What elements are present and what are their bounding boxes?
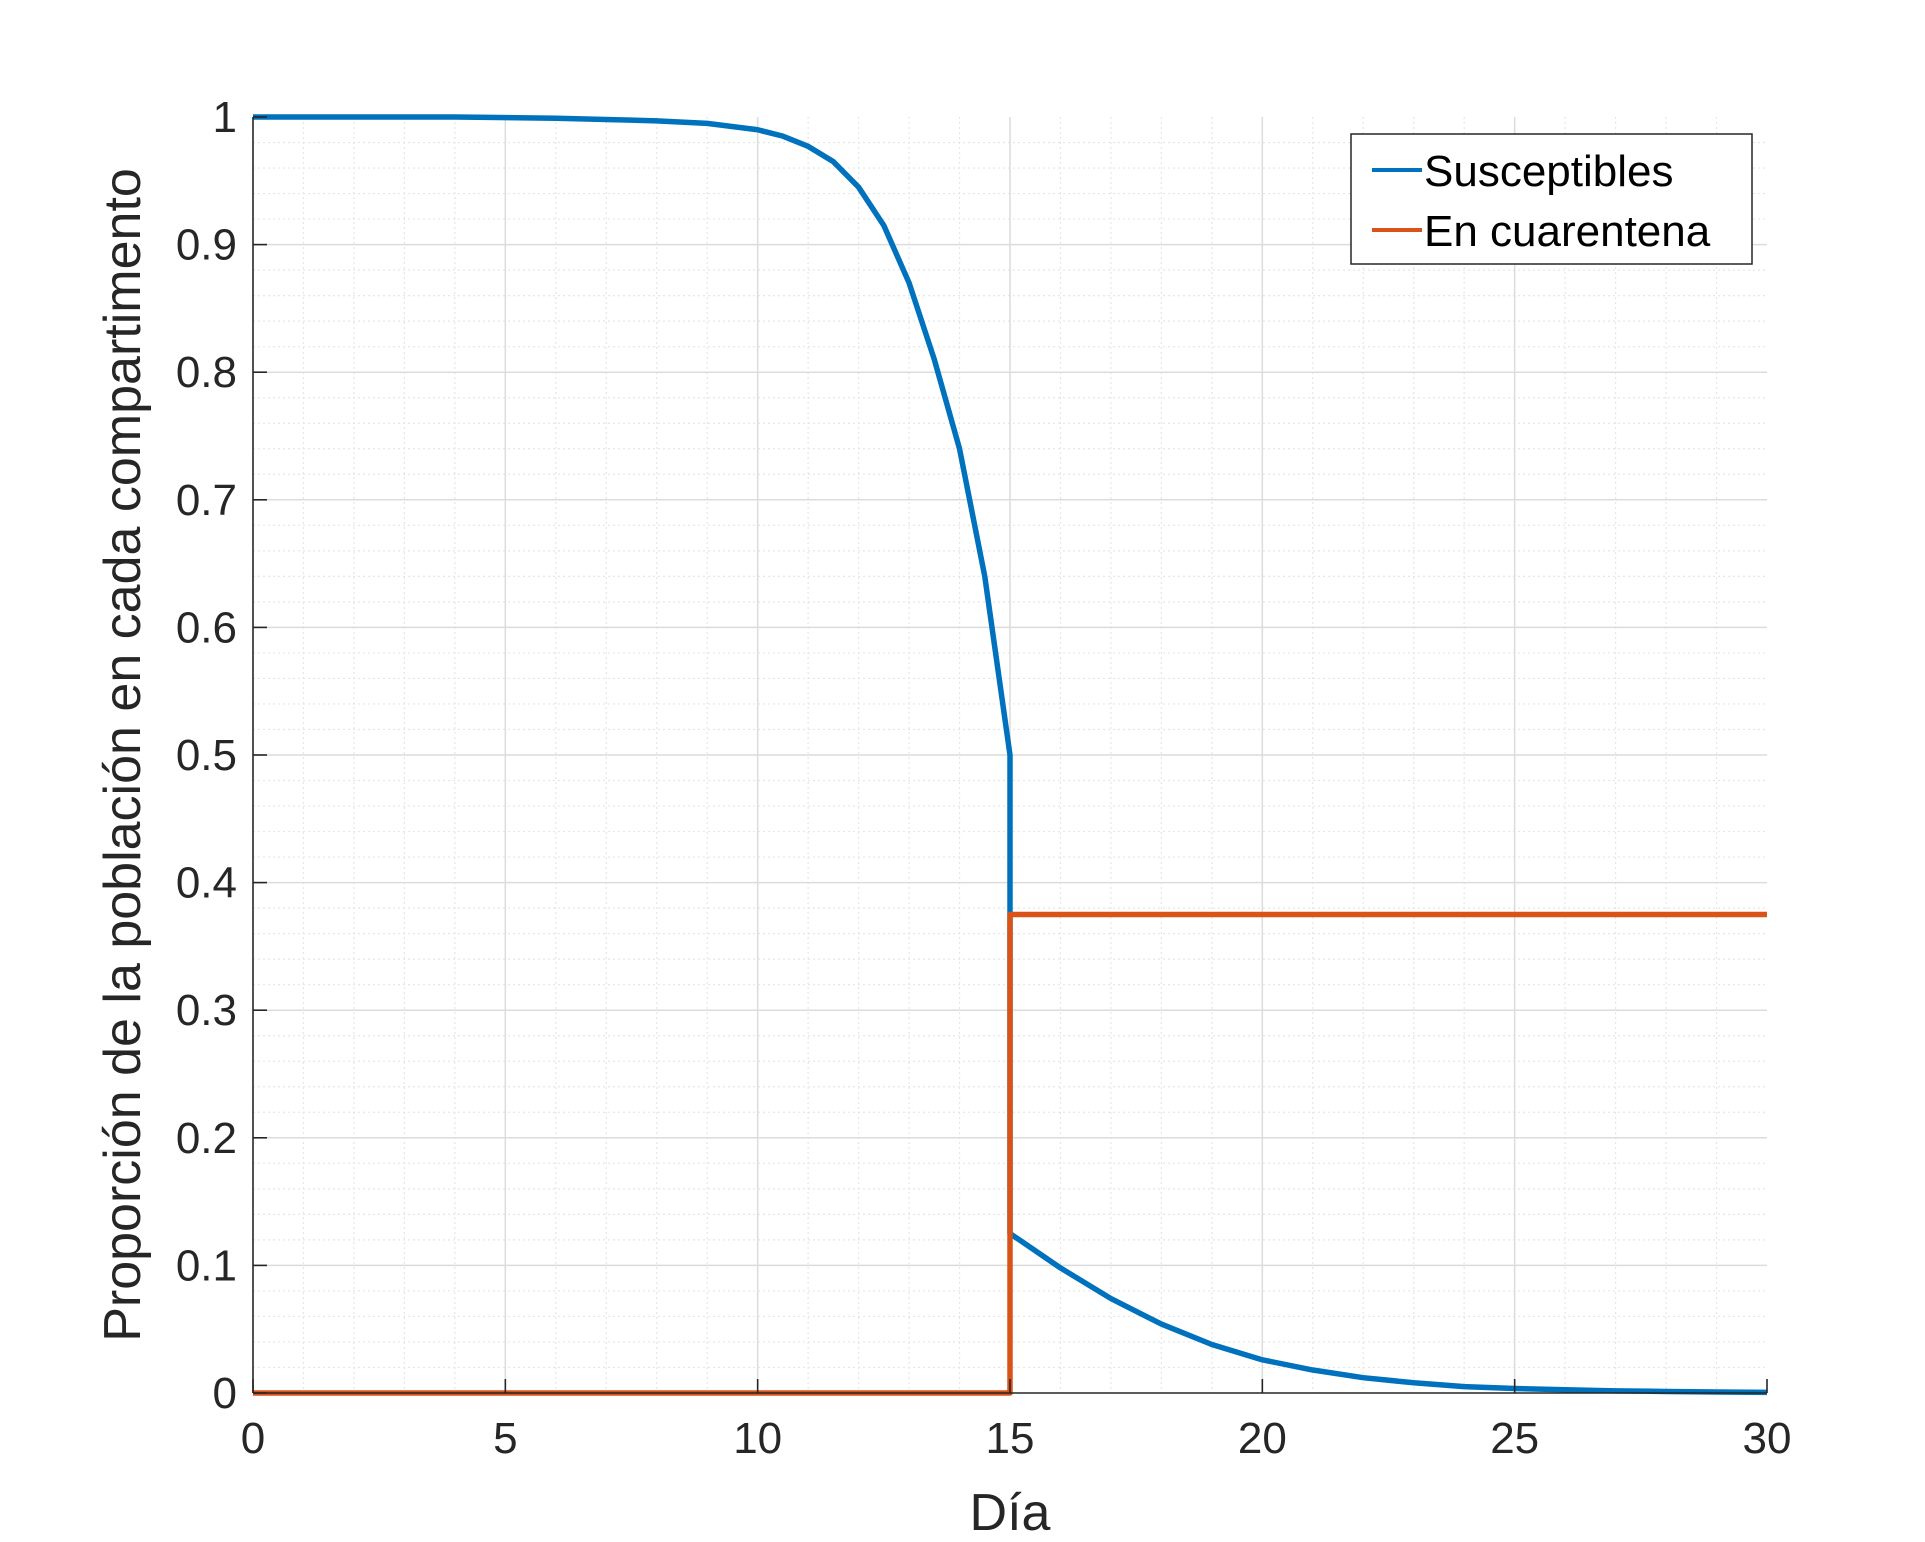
x-tick-label: 5: [493, 1414, 517, 1463]
legend-label-susceptibles: Susceptibles: [1424, 147, 1673, 196]
legend-label-en-cuarentena: En cuarentena: [1424, 207, 1711, 256]
y-tick-labels: 0 0.1 0.2 0.3 0.4 0.5 0.6 0.7 0.8 0.9 1: [176, 93, 237, 1418]
y-axis-title: Proporción de la población en cada compa…: [94, 168, 152, 1342]
x-tick-labels: 0 5 10 15 20 25 30: [241, 1414, 1792, 1463]
y-tick-label: 0.8: [176, 348, 237, 397]
x-axis-title: Día: [970, 1484, 1051, 1542]
y-tick-label: 0.6: [176, 603, 237, 652]
y-tick-label: 0.9: [176, 221, 237, 270]
y-tick-label: 0.3: [176, 986, 237, 1035]
legend-box: [1350, 133, 1753, 265]
x-tick-label: 10: [733, 1414, 782, 1463]
x-tick-label: 15: [986, 1414, 1035, 1463]
y-tick-label: 0.1: [176, 1241, 237, 1290]
x-tick-label: 20: [1238, 1414, 1287, 1463]
y-tick-label: 0.2: [176, 1114, 237, 1163]
x-tick-label: 25: [1490, 1414, 1539, 1463]
y-tick-label: 0.5: [176, 731, 237, 780]
x-tick-label: 0: [241, 1414, 265, 1463]
y-tick-label: 0.7: [176, 476, 237, 525]
series-line-susceptibles: [253, 114, 1768, 1396]
y-tick-label: 1: [213, 93, 237, 142]
legend: Susceptibles En cuarentena: [1350, 133, 1753, 265]
x-tick-label: 30: [1743, 1414, 1792, 1463]
y-tick-label: 0.4: [176, 859, 237, 908]
y-tick-label: 0: [213, 1369, 237, 1418]
axes-layer: [252, 116, 1768, 1394]
